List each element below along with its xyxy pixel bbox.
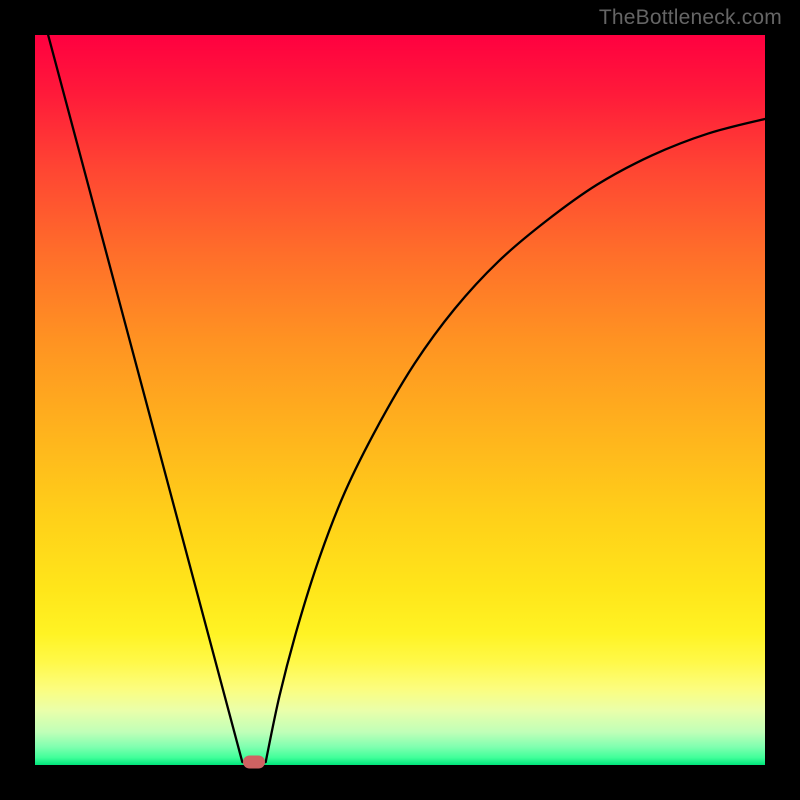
curve-layer xyxy=(35,35,765,765)
plot-area xyxy=(35,35,765,765)
chart-container: TheBottleneck.com xyxy=(0,0,800,800)
watermark-text: TheBottleneck.com xyxy=(599,6,782,30)
optimal-point-marker xyxy=(243,756,265,769)
bottleneck-curve xyxy=(48,35,765,762)
